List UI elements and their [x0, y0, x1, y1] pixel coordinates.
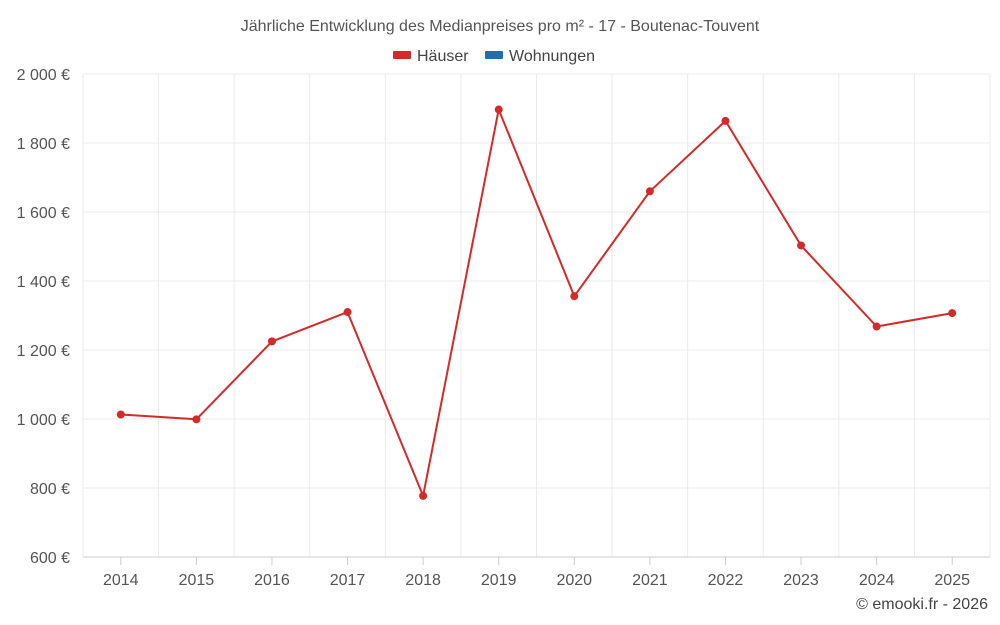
legend: Häuser Wohnungen [393, 48, 595, 65]
legend-item-wohnungen[interactable]: Wohnungen [485, 48, 595, 65]
x-tick-label: 2023 [783, 572, 819, 589]
y-tick-label: 1 400 € [17, 274, 70, 291]
x-tick-label: 2024 [859, 572, 895, 589]
x-tick-label: 2021 [632, 572, 668, 589]
y-tick-label: 2 000 € [17, 67, 70, 84]
data-point[interactable] [419, 491, 428, 500]
y-tick-label: 1 600 € [17, 205, 70, 222]
x-tick-label: 2017 [330, 572, 366, 589]
grid [82, 73, 991, 557]
x-tick-label: 2019 [481, 572, 517, 589]
credit-text: © emooki.fr - 2026 [856, 596, 988, 613]
x-tick-label: 2014 [103, 572, 139, 589]
data-point[interactable] [343, 308, 352, 317]
data-point[interactable] [267, 337, 276, 346]
chart-title: Jährliche Entwicklung des Medianpreises … [241, 18, 760, 35]
legend-label-wohnungen: Wohnungen [509, 48, 595, 65]
legend-swatch-wohnungen [485, 51, 503, 59]
data-point[interactable] [570, 292, 579, 301]
data-point[interactable] [116, 410, 125, 419]
x-tick-label: 2016 [254, 572, 290, 589]
x-tick-label: 2025 [934, 572, 970, 589]
data-point[interactable] [192, 415, 201, 424]
y-tick-label: 1 200 € [17, 343, 70, 360]
x-tick-label: 2015 [179, 572, 215, 589]
legend-swatch-haeuser [393, 51, 411, 59]
data-point[interactable] [645, 187, 654, 196]
data-point[interactable] [494, 105, 503, 114]
x-tick-label: 2020 [556, 572, 592, 589]
series-layer [116, 105, 957, 500]
y-tick-label: 600 € [30, 550, 70, 567]
legend-label-haeuser: Häuser [417, 48, 469, 65]
data-point[interactable] [948, 309, 957, 318]
y-tick-label: 1 800 € [17, 136, 70, 153]
data-point[interactable] [797, 241, 806, 250]
data-point[interactable] [721, 116, 730, 125]
x-tick-label: 2018 [405, 572, 441, 589]
y-tick-label: 800 € [30, 481, 70, 498]
series-line-0 [120, 108, 953, 497]
y-tick-label: 1 000 € [17, 412, 70, 429]
legend-item-haeuser[interactable]: Häuser [393, 48, 469, 65]
data-point[interactable] [872, 322, 881, 331]
axes: 600 € 800 € 1 000 € 1 200 € 1 400 € 1 600 € 1 … [17, 67, 990, 589]
x-tick-label: 2022 [708, 572, 744, 589]
